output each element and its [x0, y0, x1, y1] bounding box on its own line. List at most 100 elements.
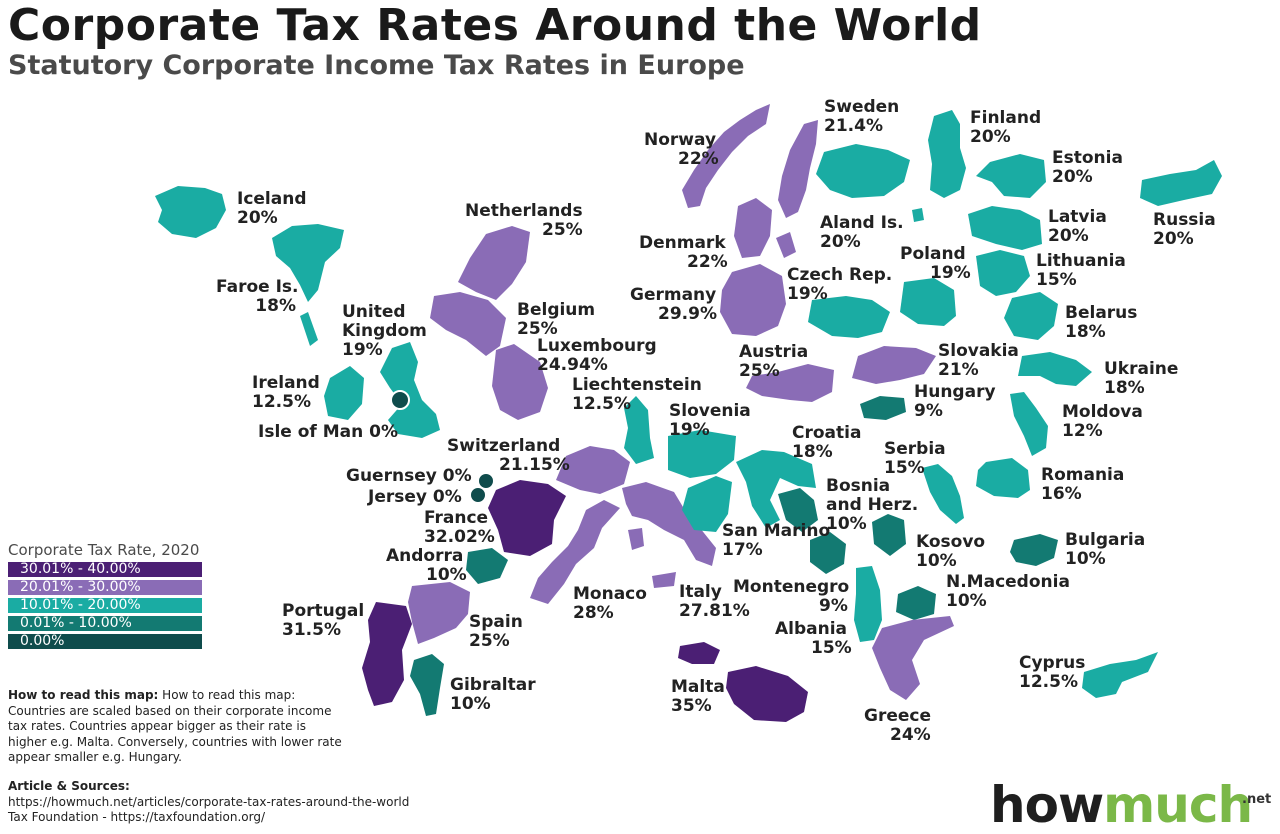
- source-link-howmuch[interactable]: https://howmuch.net/articles/corporate-t…: [8, 794, 410, 809]
- shape-lithuania: [976, 250, 1030, 296]
- label-albania: Albania 15%: [775, 619, 852, 658]
- shape-czech: [808, 296, 890, 338]
- label-belarus: Belarus 18%: [1065, 303, 1138, 342]
- shape-denmark-2: [776, 232, 796, 258]
- shape-netherlands: [458, 226, 530, 300]
- shape-bosnia: [778, 488, 818, 532]
- label-russia: Russia 20%: [1153, 210, 1216, 249]
- label-luxembourg: Luxembourg 24.94%: [537, 336, 657, 375]
- shape-slovakia: [852, 346, 936, 384]
- shape-andorra: [466, 548, 508, 584]
- legend-item: 10.01% - 20.00%: [8, 598, 202, 613]
- shape-belarus: [1004, 292, 1058, 340]
- label-latvia: Latvia 20%: [1048, 207, 1107, 246]
- shape-russia: [1140, 160, 1222, 206]
- label-moldova: Moldova 12%: [1062, 402, 1143, 441]
- label-sweden: Sweden 21.4%: [824, 97, 900, 136]
- shape-italy-2: [628, 528, 644, 550]
- shape-albania: [854, 566, 882, 642]
- label-finland: Finland 20%: [970, 108, 1042, 147]
- shape-poland: [900, 278, 956, 326]
- shape-malta: [678, 642, 720, 664]
- shape-france: [488, 480, 566, 556]
- shape-greece: [872, 616, 954, 700]
- shape-croatia: [736, 450, 816, 528]
- how-to-read-note: How to read this map: How to read this m…: [8, 688, 344, 766]
- shape-serbia: [922, 464, 964, 524]
- label-serbia: Serbia 15%: [884, 439, 946, 478]
- shape-austria: [746, 364, 834, 402]
- shape-cyprus: [1082, 652, 1158, 698]
- label-romania: Romania 16%: [1041, 465, 1125, 504]
- label-kosovo: Kosovo 10%: [916, 532, 986, 571]
- label-austria: Austria 25%: [739, 342, 809, 381]
- legend: Corporate Tax Rate, 2020 30.01% - 40.00%…: [8, 541, 202, 652]
- sources-title: Article & Sources:: [8, 779, 130, 793]
- shape-sanmarino: [682, 476, 732, 532]
- shape-italy-3: [652, 572, 676, 588]
- shape-ukraine: [1018, 352, 1092, 386]
- shape-guernsey: [477, 472, 495, 490]
- label-norway: Norway 22%: [644, 130, 719, 169]
- shape-norway: [682, 104, 770, 208]
- legend-item: 30.01% - 40.00%: [8, 562, 202, 577]
- shape-portugal: [362, 602, 412, 706]
- label-estonia: Estonia 20%: [1052, 148, 1123, 187]
- source-link-taxfoundation[interactable]: Tax Foundation - https://taxfoundation.o…: [8, 810, 266, 824]
- shape-estonia: [976, 154, 1046, 198]
- label-ukraine: Ukraine 18%: [1104, 359, 1179, 398]
- howmuch-logo: howmuch: [990, 776, 1253, 834]
- page-title: Corporate Tax Rates Around the World: [8, 0, 982, 51]
- shape-sweden: [778, 120, 818, 218]
- shape-monaco: [530, 500, 620, 604]
- label-iceland: Iceland 20%: [237, 189, 307, 228]
- shape-jersey: [469, 486, 487, 504]
- shape-spain: [408, 582, 470, 644]
- shape-aland: [816, 144, 910, 198]
- legend-item: 0.00%: [8, 634, 202, 649]
- shape-iceland: [155, 186, 226, 238]
- label-isleofman: Isle of Man 0%: [258, 422, 399, 442]
- shape-liechtenstein: [624, 396, 654, 464]
- label-lithuania: Lithuania 15%: [1036, 251, 1126, 290]
- label-malta: Malta 35%: [671, 677, 725, 716]
- label-greece: Greece 24%: [864, 706, 932, 745]
- label-ireland: Ireland 12.5%: [252, 373, 320, 412]
- how-to-read-heading: How to read this map:: [8, 688, 159, 702]
- shape-montenegro: [810, 532, 846, 574]
- label-denmark: Denmark 22%: [639, 233, 728, 272]
- label-nmacedonia: N.Macedonia 10%: [946, 572, 1070, 611]
- shape-ireland: [324, 366, 364, 420]
- label-aland: Aland Is. 20%: [820, 213, 904, 252]
- shape-slovenia: [668, 430, 736, 478]
- shape-italy: [622, 482, 716, 566]
- label-czech: Czech Rep. 19%: [787, 265, 893, 304]
- label-switzerland: Switzerland 21.15%: [447, 436, 570, 475]
- shape-faroe: [272, 224, 344, 302]
- shape-denmark: [734, 198, 772, 258]
- shape-isleofman: [390, 390, 410, 410]
- legend-item: 20.01% - 30.00%: [8, 580, 202, 595]
- shape-romania: [976, 458, 1030, 498]
- shape-finland: [928, 110, 966, 198]
- label-monaco: Monaco 28%: [573, 584, 647, 623]
- label-bulgaria: Bulgaria 10%: [1065, 530, 1146, 569]
- shape-latvia: [968, 206, 1042, 250]
- label-sanmarino: San Marino 17%: [722, 521, 831, 560]
- label-poland: Poland 19%: [900, 244, 971, 283]
- label-gibraltar: Gibraltar 10%: [450, 675, 536, 714]
- label-uk: United Kingdom 19%: [342, 302, 427, 360]
- shape-faroe-2: [300, 312, 318, 346]
- label-germany: Germany 29.9%: [630, 285, 717, 324]
- legend-title: Corporate Tax Rate, 2020: [8, 541, 200, 559]
- sources: Article & Sources: https://howmuch.net/a…: [8, 779, 409, 826]
- label-netherlands: Netherlands 25%: [465, 201, 583, 240]
- shape-hungary: [860, 396, 906, 420]
- label-montenegro: Montenegro 9%: [733, 577, 850, 616]
- label-faroe: Faroe Is. 18%: [216, 277, 299, 316]
- shape-switzerland: [556, 446, 630, 494]
- label-france: France 32.02%: [424, 508, 495, 547]
- shape-kosovo: [872, 514, 906, 556]
- shape-uk: [380, 342, 440, 438]
